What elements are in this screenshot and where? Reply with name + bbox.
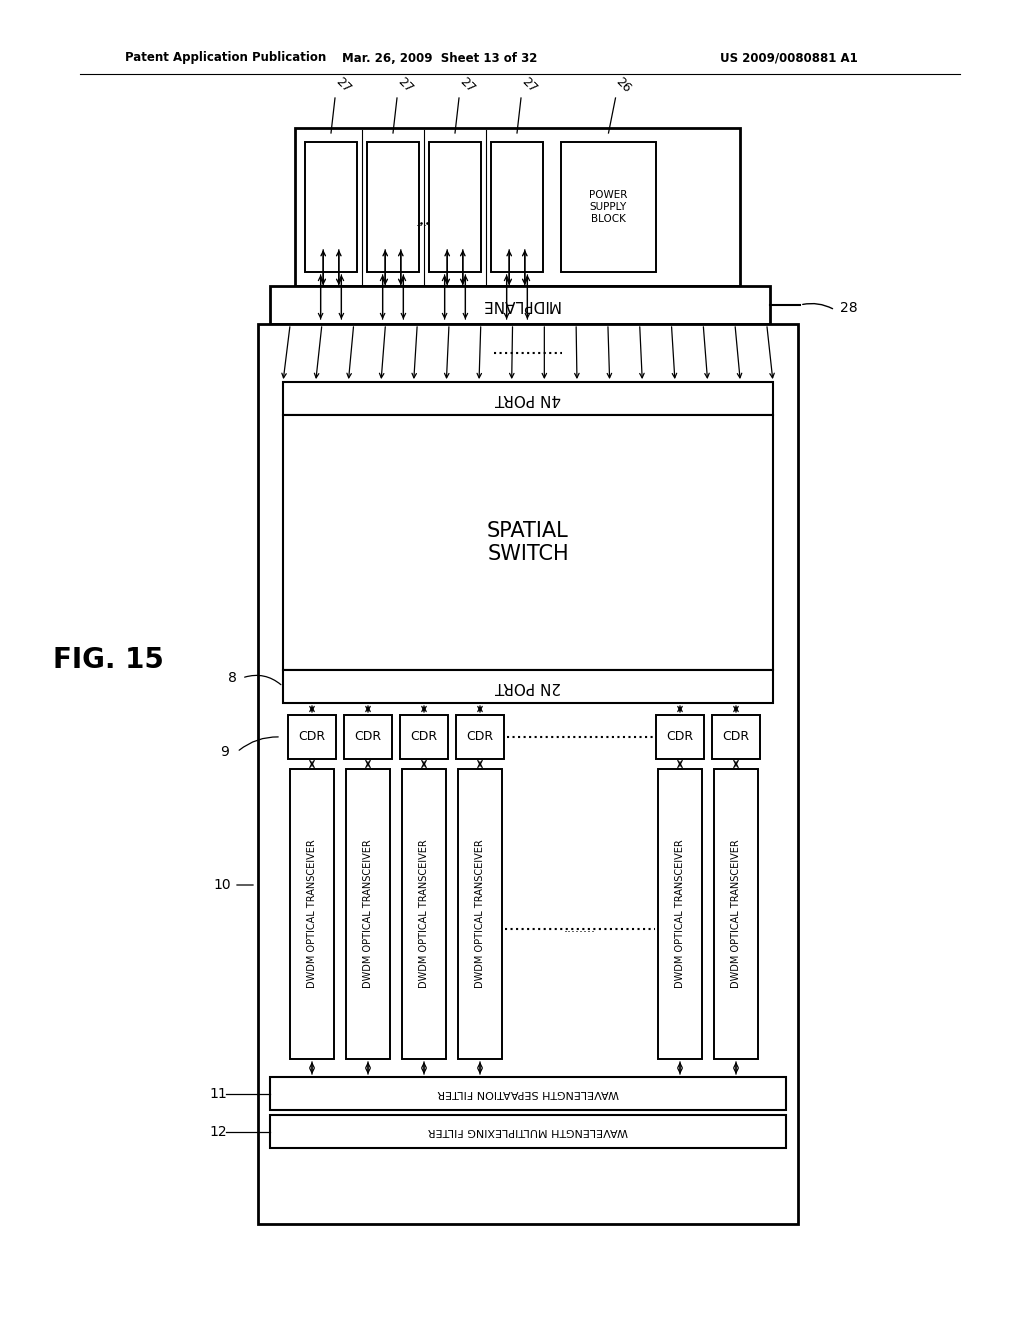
Text: CDR: CDR [667, 730, 693, 743]
Text: CDR: CDR [411, 730, 437, 743]
Bar [429, 143, 481, 272]
Text: 9: 9 [220, 744, 229, 759]
Bar [258, 323, 798, 1224]
Bar [458, 770, 502, 1059]
Text: 28: 28 [840, 301, 858, 315]
Text: US 2009/0080881 A1: US 2009/0080881 A1 [720, 51, 858, 65]
Text: 27: 27 [457, 75, 477, 95]
Bar [295, 128, 740, 286]
Bar [402, 770, 446, 1059]
Text: DWDM OPTICAL TRANSCEIVER: DWDM OPTICAL TRANSCEIVER [731, 840, 741, 989]
Bar [400, 715, 449, 759]
Text: POWER
SUPPLY
BLOCK: POWER SUPPLY BLOCK [590, 190, 628, 223]
Bar [561, 143, 656, 272]
Bar [656, 715, 705, 759]
Text: WAVELENGTH SEPAATION FILTER: WAVELENGTH SEPAATION FILTER [437, 1089, 618, 1098]
Text: 11: 11 [209, 1086, 227, 1101]
Bar [456, 715, 504, 759]
Bar [714, 770, 758, 1059]
Text: FIG. 15: FIG. 15 [52, 645, 164, 675]
Text: MIDPLANE: MIDPLANE [480, 297, 559, 313]
Text: 4N PORT: 4N PORT [495, 391, 561, 407]
Text: Mar. 26, 2009  Sheet 13 of 32: Mar. 26, 2009 Sheet 13 of 32 [342, 51, 538, 65]
Text: 27: 27 [519, 75, 540, 95]
Bar [290, 770, 334, 1059]
Text: DWDM OPTICAL TRANSCEIVER: DWDM OPTICAL TRANSCEIVER [419, 840, 429, 989]
Text: DWDM OPTICAL TRANSCEIVER: DWDM OPTICAL TRANSCEIVER [362, 840, 373, 989]
Bar [490, 143, 543, 272]
Text: CDR: CDR [723, 730, 750, 743]
Text: DWDM OPTICAL TRANSCEIVER: DWDM OPTICAL TRANSCEIVER [307, 840, 317, 989]
Bar [270, 1115, 786, 1148]
Bar [283, 381, 773, 414]
Text: WAVELENGTH MULTIPLEXING FILTER: WAVELENGTH MULTIPLEXING FILTER [428, 1126, 628, 1137]
Text: ....: .... [416, 216, 432, 230]
Text: 27: 27 [333, 75, 353, 95]
Text: CDR: CDR [467, 730, 494, 743]
Text: 10: 10 [213, 878, 230, 892]
Bar [346, 770, 390, 1059]
Bar [367, 143, 419, 272]
Bar [712, 715, 760, 759]
Text: SPATIAL
SWITCH: SPATIAL SWITCH [487, 521, 569, 564]
Text: DWDM OPTICAL TRANSCEIVER: DWDM OPTICAL TRANSCEIVER [475, 840, 485, 989]
Text: DWDM OPTICAL TRANSCEIVER: DWDM OPTICAL TRANSCEIVER [675, 840, 685, 989]
Text: 27: 27 [395, 75, 415, 95]
Bar [283, 414, 773, 671]
Text: CDR: CDR [354, 730, 382, 743]
Bar [305, 143, 357, 272]
Bar [658, 770, 702, 1059]
Bar [344, 715, 392, 759]
Text: 2N PORT: 2N PORT [495, 678, 561, 694]
Text: 12: 12 [209, 1125, 226, 1138]
Bar [270, 1077, 786, 1110]
Text: ........: ........ [564, 921, 596, 935]
Text: 8: 8 [227, 671, 237, 685]
Bar [283, 671, 773, 704]
Text: 26: 26 [613, 75, 634, 95]
Bar [270, 286, 770, 323]
Bar [288, 715, 336, 759]
Text: Patent Application Publication: Patent Application Publication [125, 51, 327, 65]
Text: CDR: CDR [298, 730, 326, 743]
